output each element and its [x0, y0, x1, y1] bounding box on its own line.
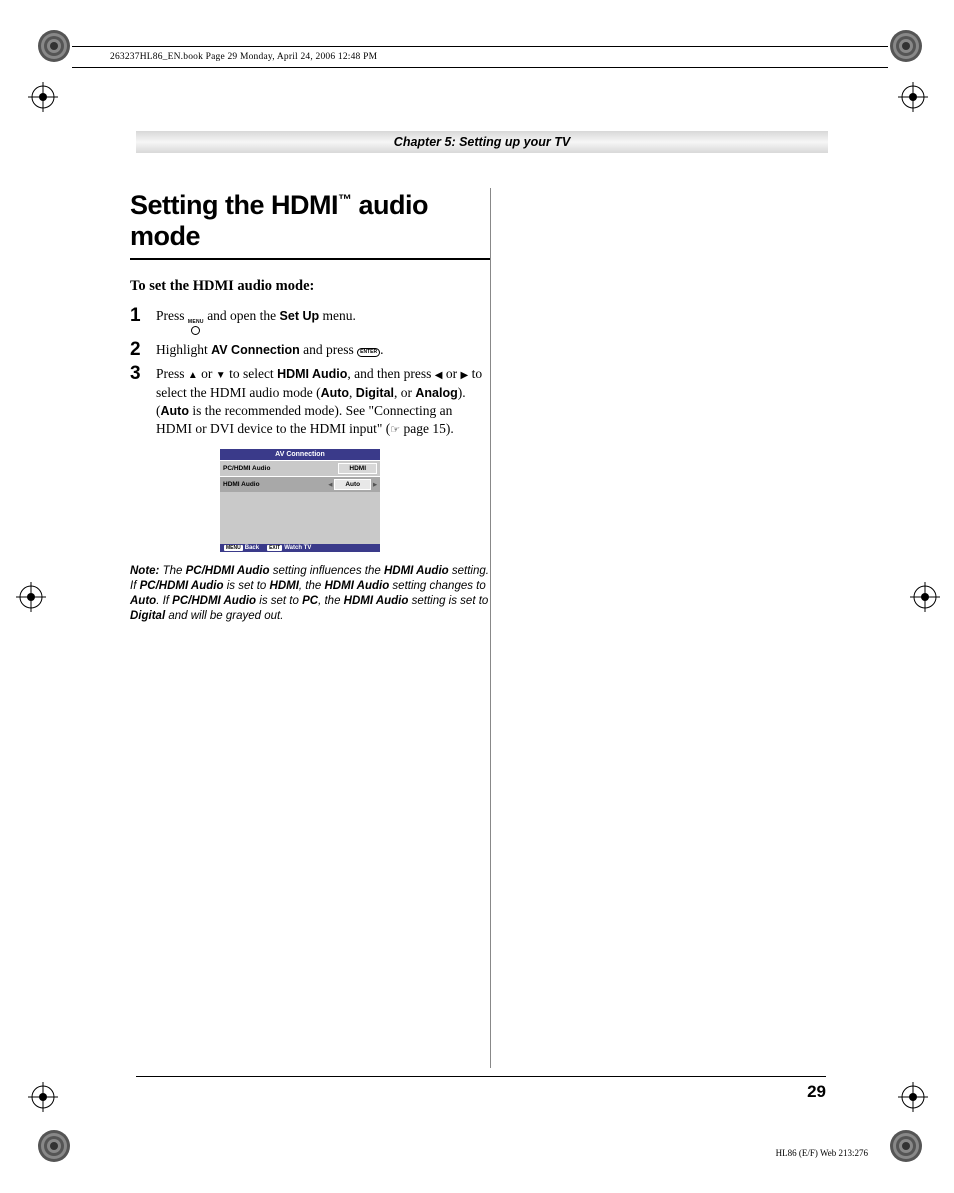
n-b2: HDMI Audio [384, 565, 449, 577]
osd-right-tri-icon: ▶ [373, 482, 377, 488]
regmark-tr [888, 28, 924, 64]
crosshair-tl [28, 82, 58, 112]
n-t2: setting influences the [270, 565, 384, 577]
steps-list: Press MENU and open the Set Up menu. Hig… [130, 307, 490, 439]
osd-menu-key: MENU [224, 545, 243, 551]
regmark-br [888, 1128, 924, 1164]
n-b1: PC/HDMI Audio [186, 565, 270, 577]
n-t6: setting changes to [389, 580, 486, 592]
n-t7: . If [156, 595, 172, 607]
crosshair-ml [16, 582, 46, 612]
note-label: Note: [130, 565, 159, 577]
n-b7: PC/HDMI Audio [172, 595, 256, 607]
s3-text-e: or [442, 366, 460, 381]
regmark-bl [36, 1128, 72, 1164]
osd-back: Back [245, 545, 259, 551]
n-b5: HDMI Audio [325, 580, 390, 592]
s3-text-d: , and then press [347, 366, 434, 381]
osd-row-pchdmi: PC/HDMI Audio HDMI [220, 460, 380, 476]
n-t1: The [159, 565, 185, 577]
hline-top [72, 46, 888, 47]
crosshair-tr [898, 82, 928, 112]
s2-text-b: and press [300, 342, 357, 357]
content-column: Setting the HDMI™ audio mode To set the … [130, 190, 490, 636]
n-t8: is set to [256, 595, 302, 607]
osd-body: PC/HDMI Audio HDMI HDMI Audio ◀Auto▶ [220, 460, 380, 544]
n-b9: HDMI Audio [344, 595, 409, 607]
n-b6: Auto [130, 595, 156, 607]
auto-label: Auto [321, 386, 349, 400]
menu-button-icon: MENU [188, 319, 204, 335]
n-t10: setting is set to [408, 595, 488, 607]
osd-row2-val: Auto [334, 479, 371, 490]
setup-label: Set Up [280, 309, 320, 323]
osd-row1-label: PC/HDMI Audio [223, 465, 270, 472]
title-text-pre: Setting the HDMI [130, 190, 338, 220]
osd-left-tri-icon: ◀ [328, 482, 332, 488]
step-1: Press MENU and open the Set Up menu. [130, 307, 490, 335]
analog-label: Analog [415, 386, 457, 400]
s1-text-a: Press [156, 308, 188, 323]
note-paragraph: Note: The PC/HDMI Audio setting influenc… [130, 564, 490, 624]
s3-text-k: page 15). [400, 421, 454, 436]
n-b3: PC/HDMI Audio [140, 580, 224, 592]
av-connection-label: AV Connection [211, 343, 300, 357]
s3-text-a: Press [156, 366, 188, 381]
footer-code: HL86 (E/F) Web 213:276 [776, 1148, 868, 1158]
s3-text-h: , or [394, 385, 415, 400]
step-3: Press ▲ or ▼ to select HDMI Audio, and t… [130, 365, 490, 439]
osd-row2-label: HDMI Audio [223, 481, 260, 488]
s3-text-g: , [349, 385, 356, 400]
up-arrow-icon: ▲ [188, 370, 198, 381]
n-t4: is set to [224, 580, 270, 592]
trademark: ™ [338, 191, 352, 207]
crosshair-br [898, 1082, 928, 1112]
n-b10: Digital [130, 610, 165, 622]
hdmi-audio-label: HDMI Audio [277, 367, 347, 381]
osd-title: AV Connection [220, 449, 380, 460]
enter-button-icon: ENTER [357, 348, 380, 357]
osd-exit-key: EXIT [267, 545, 282, 551]
title-underline [130, 258, 490, 260]
page-number: 29 [807, 1082, 826, 1102]
crosshair-mr [910, 582, 940, 612]
pointer-icon: ☞ [390, 424, 400, 436]
s1-text-b: and open the [204, 308, 280, 323]
s2-text-c: . [380, 342, 383, 357]
regmark-tl [36, 28, 72, 64]
n-b4: HDMI [270, 580, 299, 592]
chapter-banner: Chapter 5: Setting up your TV [136, 131, 828, 153]
crosshair-bl [28, 1082, 58, 1112]
n-t9: , the [318, 595, 344, 607]
subheading: To set the HDMI audio mode: [130, 278, 490, 295]
header-info: 263237HL86_EN.book Page 29 Monday, April… [110, 52, 377, 62]
osd-footer: MENUBack EXITWatch TV [220, 544, 380, 552]
hline-top2 [72, 67, 888, 68]
osd-row-hdmi-audio: HDMI Audio ◀Auto▶ [220, 476, 380, 492]
s2-text-a: Highlight [156, 342, 211, 357]
page-num-line [136, 1076, 826, 1077]
osd-screenshot: AV Connection PC/HDMI Audio HDMI HDMI Au… [220, 449, 380, 552]
digital-label: Digital [356, 386, 394, 400]
n-b8: PC [302, 595, 318, 607]
s3-text-c: to select [226, 366, 277, 381]
osd-watch: Watch TV [284, 545, 311, 551]
osd-row1-val: HDMI [338, 463, 377, 474]
auto2-label: Auto [161, 404, 189, 418]
s1-text-c: menu. [319, 308, 356, 323]
page-title: Setting the HDMI™ audio mode [130, 190, 490, 252]
down-arrow-icon: ▼ [216, 370, 226, 381]
s3-text-b: or [198, 366, 216, 381]
n-t5: , the [299, 580, 325, 592]
step-2: Highlight AV Connection and press ENTER. [130, 341, 490, 359]
column-divider [490, 188, 491, 1068]
n-t11: and will be grayed out. [165, 610, 283, 622]
